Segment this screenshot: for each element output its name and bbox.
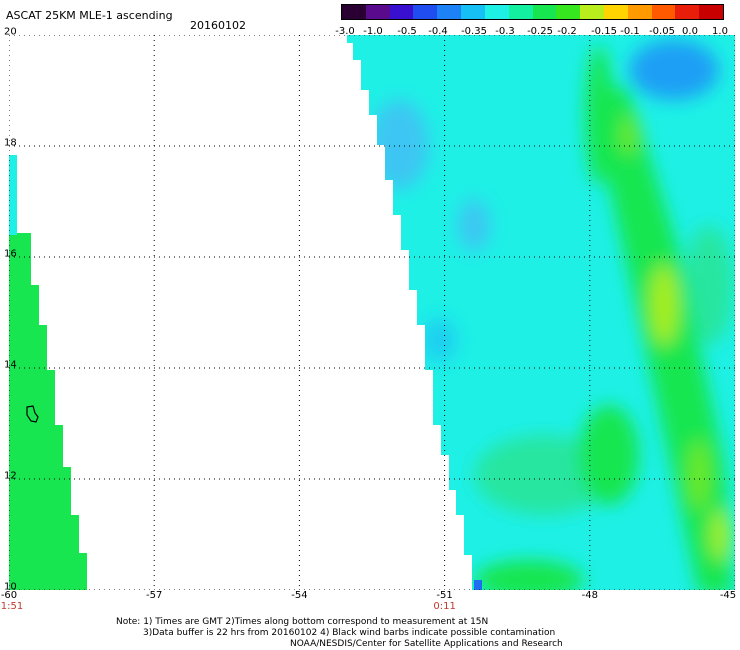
- right-swath: [347, 35, 735, 590]
- colorbar-swatch: [342, 5, 366, 19]
- colorbar-label: -3.0: [335, 26, 355, 37]
- colorbar-swatch: [365, 5, 390, 19]
- colorbar-label: 1.0: [712, 26, 728, 37]
- y-tick-label: 18: [4, 137, 17, 149]
- left-swath: [9, 155, 87, 590]
- colorbar: [341, 4, 724, 20]
- colorbar-swatch: [437, 5, 462, 19]
- x-tick-label: -51: [436, 590, 453, 601]
- map-plot: [9, 35, 735, 590]
- x-tick-label: -54: [291, 590, 308, 601]
- colorbar-label: -0.3: [495, 26, 515, 37]
- grid-lines: [9, 35, 735, 590]
- x-tick-label: -48: [581, 590, 598, 601]
- colorbar-swatch: [627, 5, 652, 19]
- x-tick-label: -45: [719, 590, 737, 601]
- colorbar-swatch: [389, 5, 414, 19]
- x-tick-label: -60: [0, 590, 18, 601]
- colorbar-label: -0.15: [591, 26, 617, 37]
- island-outline: [26, 405, 39, 423]
- note-line-2: 3)Data buffer is 22 hrs from 20160102 4)…: [143, 628, 556, 638]
- map-title: ASCAT 25KM MLE-1 ascending: [6, 9, 173, 22]
- colorbar-label: -0.05: [649, 26, 675, 37]
- colorbar-swatch: [675, 5, 700, 19]
- x-tick-label: -57: [146, 590, 163, 601]
- time-label: 0:11: [433, 601, 456, 612]
- colorbar-swatch: [580, 5, 604, 19]
- map-date: 20160102: [190, 19, 246, 32]
- y-tick-label: 20: [4, 26, 17, 38]
- colorbar-swatch: [651, 5, 676, 19]
- colorbar-label: -0.35: [461, 26, 487, 37]
- colorbar-swatch: [532, 5, 557, 19]
- colorbar-swatch: [508, 5, 533, 19]
- colorbar-label: -0.4: [428, 26, 448, 37]
- colorbar-swatch: [413, 5, 438, 19]
- colorbar-swatch: [484, 5, 509, 19]
- note-line-3: NOAA/NESDIS/Center for Satellite Applica…: [290, 639, 563, 649]
- colorbar-label: -0.5: [397, 26, 417, 37]
- y-tick-label: 14: [4, 359, 17, 371]
- colorbar-label: 0.0: [682, 26, 698, 37]
- colorbar-label: -1.0: [363, 26, 383, 37]
- colorbar-label: -0.2: [557, 26, 577, 37]
- time-label: 1:51: [0, 601, 24, 612]
- colorbar-swatch: [699, 5, 723, 19]
- note-line-1: Note: 1) Times are GMT 2)Times along bot…: [116, 617, 489, 627]
- colorbar-label: -0.1: [620, 26, 640, 37]
- y-tick-label: 16: [4, 248, 17, 260]
- colorbar-swatch: [556, 5, 581, 19]
- y-tick-label: 12: [4, 470, 17, 482]
- colorbar-swatch: [461, 5, 485, 19]
- colorbar-label: -0.25: [527, 26, 553, 37]
- y-tick-label: 10: [4, 581, 17, 593]
- colorbar-swatch: [603, 5, 628, 19]
